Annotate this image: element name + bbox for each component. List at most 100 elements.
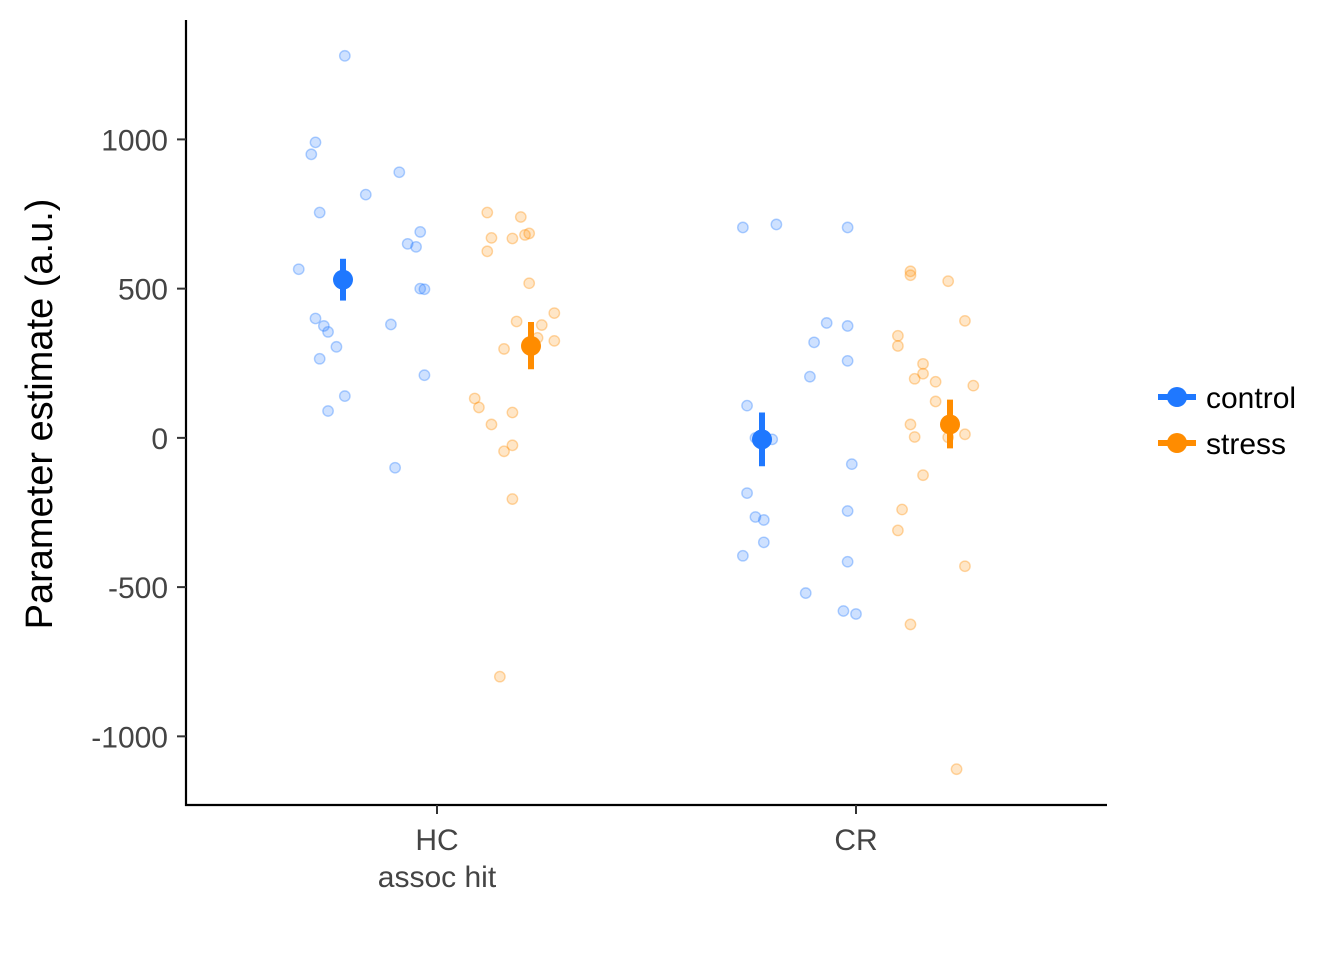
y-axis-ticks: 1000 500 0 -500 -1000 (91, 124, 186, 754)
data-point-stress-hc-21 (493, 670, 506, 683)
legend-label: control (1206, 382, 1296, 415)
data-point-control-cr-17 (736, 549, 749, 562)
y-tick-label: -1000 (91, 721, 168, 754)
data-point-control-hc-18 (418, 369, 431, 382)
data-point-stress-cr-4 (892, 329, 904, 342)
data-point-stress-cr-9 (929, 375, 942, 388)
y-tick-label: 500 (118, 274, 168, 307)
data-point-stress-hc-7 (523, 277, 536, 290)
mean-point-stress-cr (940, 414, 960, 435)
data-point-stress-cr-0 (904, 265, 917, 278)
data-point-control-cr-12 (741, 487, 753, 499)
data-point-control-hc-6 (414, 226, 427, 238)
data-point-control-cr-0 (736, 221, 749, 234)
data-point-control-cr-2 (841, 221, 854, 234)
y-tick-label: 0 (151, 423, 168, 456)
data-point-stress-cr-1 (904, 269, 917, 282)
data-point-stress-hc-14 (468, 392, 481, 405)
data-point-control-hc-14 (317, 320, 330, 332)
data-point-control-cr-15 (757, 514, 770, 526)
data-point-stress-cr-20 (904, 618, 917, 631)
data-point-stress-hc-12 (548, 334, 561, 347)
data-point-stress-cr-17 (896, 503, 908, 516)
group-means (333, 258, 960, 467)
data-point-control-hc-7 (401, 237, 414, 250)
data-point-stress-cr-3 (959, 314, 971, 327)
data-point-control-cr-18 (841, 555, 854, 568)
data-point-stress-cr-14 (908, 431, 921, 443)
data-point-control-cr-11 (845, 458, 858, 471)
legend-key-dot (1167, 387, 1187, 407)
legend-key-dot (1167, 433, 1187, 453)
y-tick-label: -500 (108, 572, 168, 605)
data-point-control-hc-19 (338, 390, 351, 402)
data-point-control-cr-8 (741, 399, 753, 412)
data-point-control-hc-1 (309, 136, 322, 149)
x-tick-label: CR (834, 824, 877, 857)
mean-point-control-cr (752, 429, 772, 450)
x-axis-ticks: HC assoc hit CR (378, 805, 878, 894)
data-point-stress-hc-1 (514, 211, 527, 223)
data-point-stress-hc-10 (535, 319, 548, 331)
data-point-control-cr-4 (841, 320, 854, 332)
data-point-stress-cr-12 (904, 418, 917, 431)
data-point-stress-cr-5 (892, 340, 904, 352)
data-point-control-hc-2 (305, 148, 318, 161)
data-point-stress-hc-18 (506, 439, 519, 452)
data-point-control-hc-21 (389, 461, 401, 474)
data-point-control-cr-5 (808, 336, 820, 349)
data-point-stress-hc-6 (481, 245, 494, 258)
data-point-control-cr-1 (770, 218, 783, 231)
data-point-control-cr-16 (757, 536, 770, 549)
data-point-stress-hc-9 (510, 315, 523, 328)
data-point-control-hc-9 (292, 263, 305, 276)
y-axis-title: Parameter estimate (a.u.) (19, 199, 61, 630)
data-point-control-cr-3 (820, 317, 833, 329)
data-point-stress-hc-5 (506, 232, 519, 245)
y-tick-label: 1000 (101, 124, 168, 157)
legend-item-stress: stress (1158, 428, 1286, 461)
data-point-control-hc-5 (313, 206, 326, 219)
data-point-control-hc-0 (338, 49, 351, 62)
data-point-control-hc-4 (359, 188, 372, 201)
data-point-control-hc-10 (414, 282, 427, 295)
data-point-stress-cr-21 (950, 763, 963, 776)
data-point-stress-cr-8 (908, 372, 921, 385)
data-point-stress-cr-13 (959, 428, 971, 441)
data-point-control-hc-20 (322, 405, 334, 417)
data-point-stress-cr-10 (967, 379, 980, 392)
data-point-stress-hc-0 (481, 206, 494, 219)
data-point-control-hc-13 (385, 318, 397, 331)
data-point-stress-hc-17 (485, 418, 498, 431)
data-point-stress-hc-15 (472, 401, 485, 414)
data-point-stress-cr-16 (917, 469, 929, 482)
data-point-control-hc-12 (309, 312, 322, 325)
data-point-stress-cr-2 (942, 275, 955, 288)
data-point-stress-hc-3 (519, 229, 531, 241)
data-point-control-hc-17 (313, 352, 326, 365)
data-point-stress-cr-6 (917, 357, 929, 370)
data-point-control-hc-8 (410, 240, 422, 253)
data-point-control-cr-21 (850, 608, 862, 620)
x-tick-label: HC (415, 824, 458, 857)
mean-point-control-hc (333, 269, 353, 290)
data-point-stress-cr-7 (917, 367, 929, 380)
data-point-control-hc-15 (322, 326, 334, 338)
data-point-control-hc-11 (418, 283, 431, 296)
data-point-control-cr-14 (749, 511, 762, 523)
data-point-stress-cr-18 (892, 524, 904, 537)
data-point-control-cr-6 (841, 354, 854, 367)
raw-points (292, 49, 980, 776)
legend: control stress (1158, 382, 1296, 461)
data-point-control-cr-7 (804, 370, 816, 383)
data-point-control-cr-13 (841, 505, 854, 517)
data-point-stress-hc-2 (523, 227, 536, 240)
data-point-stress-hc-20 (506, 493, 519, 505)
data-point-stress-hc-4 (485, 231, 498, 244)
data-point-stress-cr-19 (959, 560, 971, 573)
data-point-control-cr-19 (799, 587, 812, 599)
mean-point-stress-hc (521, 335, 541, 356)
legend-label: stress (1206, 428, 1286, 461)
data-point-stress-hc-16 (506, 406, 519, 419)
